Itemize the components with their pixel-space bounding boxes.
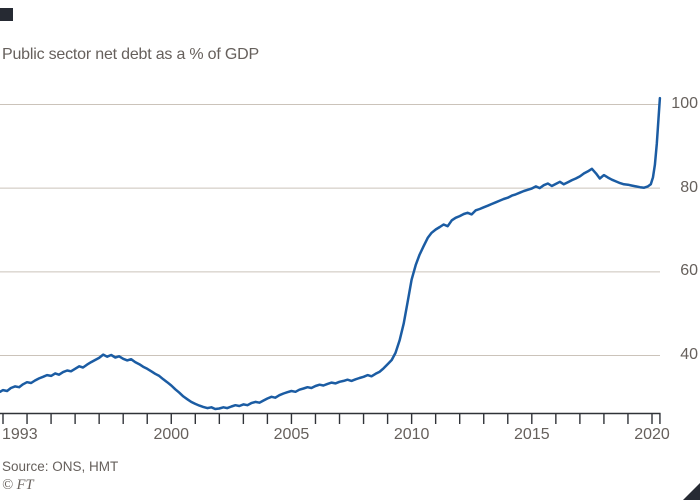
y-label-60: 60 bbox=[680, 262, 698, 280]
ft-credit: © FT bbox=[2, 477, 34, 493]
y-label-40: 40 bbox=[680, 345, 698, 363]
y-label-100: 100 bbox=[671, 95, 698, 112]
ft-brand-square bbox=[0, 8, 13, 21]
debt-line-series bbox=[0, 96, 662, 411]
chart-title: Public sector net debt as a % of GDP bbox=[2, 46, 259, 63]
y-label-80: 80 bbox=[680, 178, 698, 196]
x-label-2000: 2000 bbox=[153, 426, 190, 443]
x-label-2015: 2015 bbox=[514, 426, 550, 443]
x-label-1993: 1993 bbox=[2, 426, 38, 443]
ft-brand-triangle bbox=[683, 483, 700, 500]
source-note: Source: ONS, HMT bbox=[2, 459, 119, 474]
x-label-2020: 2020 bbox=[634, 426, 670, 443]
x-label-2010: 2010 bbox=[393, 426, 430, 443]
x-label-2005: 2005 bbox=[273, 426, 310, 443]
